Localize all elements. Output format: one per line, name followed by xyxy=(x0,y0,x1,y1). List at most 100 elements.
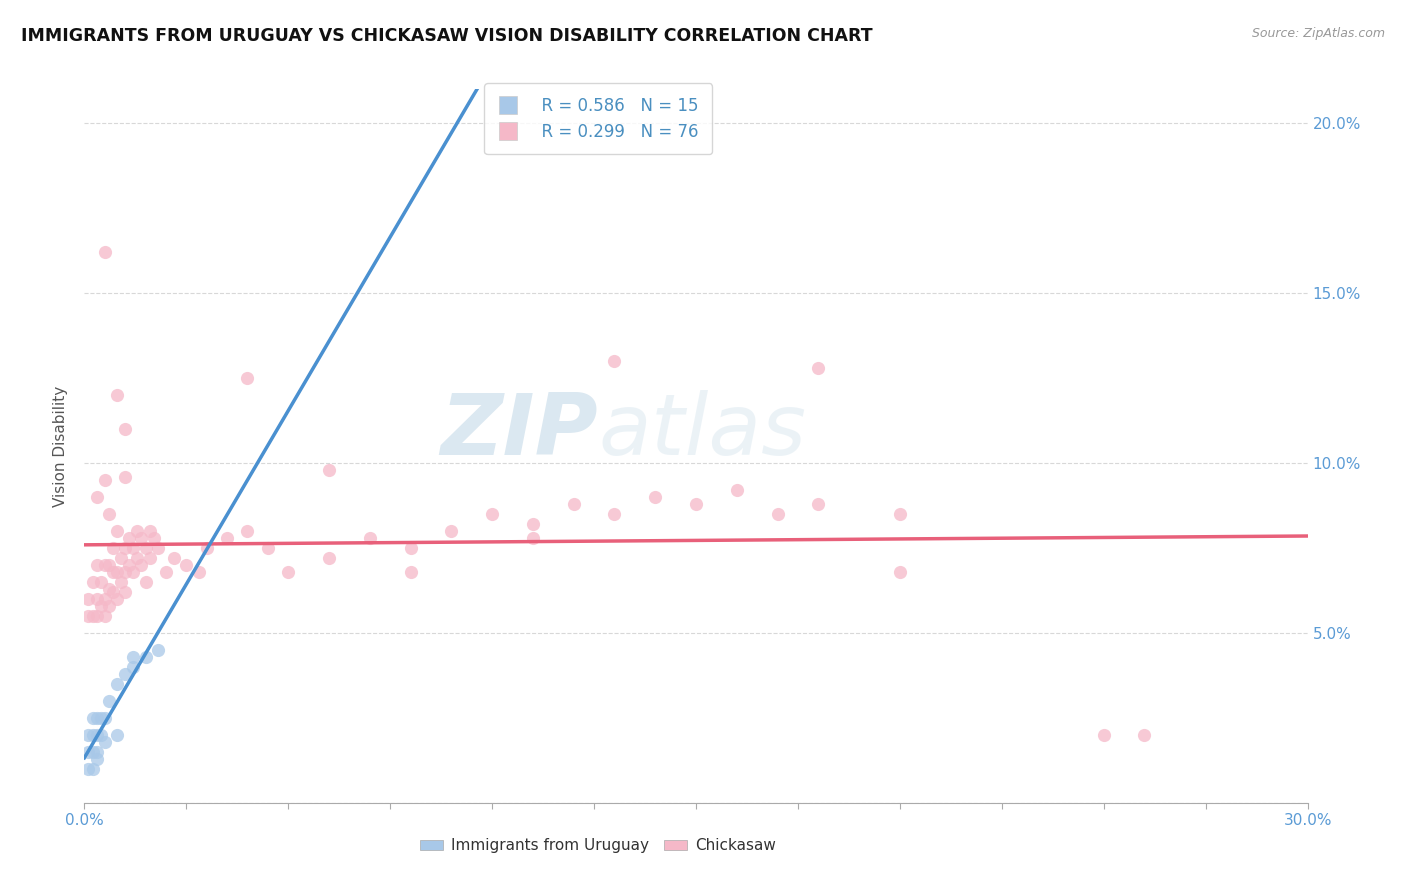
Point xyxy=(90,728,112,742)
Point xyxy=(86,608,108,623)
Point xyxy=(77,762,100,776)
Point xyxy=(114,666,136,681)
Point xyxy=(82,711,104,725)
Point xyxy=(86,728,108,742)
Point xyxy=(114,565,136,579)
Point xyxy=(644,490,666,504)
Point xyxy=(138,524,160,538)
Point xyxy=(105,524,128,538)
Point xyxy=(90,599,112,613)
Text: ZIP: ZIP xyxy=(440,390,598,474)
Point xyxy=(131,558,153,572)
Point xyxy=(889,507,911,521)
Point xyxy=(118,531,141,545)
Point xyxy=(603,507,626,521)
Point xyxy=(135,574,157,589)
Text: atlas: atlas xyxy=(598,390,806,474)
Point xyxy=(110,574,132,589)
Point xyxy=(82,574,104,589)
Point xyxy=(163,551,186,566)
Point xyxy=(122,649,145,664)
Point xyxy=(174,558,197,572)
Point xyxy=(257,541,280,555)
Point xyxy=(114,422,136,436)
Point xyxy=(86,751,108,765)
Point xyxy=(114,585,136,599)
Point xyxy=(122,541,145,555)
Point xyxy=(105,728,128,742)
Point xyxy=(135,541,157,555)
Point xyxy=(685,497,707,511)
Point xyxy=(889,565,911,579)
Point xyxy=(86,591,108,606)
Point xyxy=(318,551,340,566)
Point xyxy=(105,677,128,691)
Point xyxy=(82,728,104,742)
Point xyxy=(77,728,100,742)
Point xyxy=(82,608,104,623)
Point xyxy=(440,524,463,538)
Point xyxy=(93,591,115,606)
Point xyxy=(187,565,209,579)
Point xyxy=(146,643,169,657)
Point xyxy=(481,507,503,521)
Y-axis label: Vision Disability: Vision Disability xyxy=(53,385,69,507)
Legend: Immigrants from Uruguay, Chickasaw: Immigrants from Uruguay, Chickasaw xyxy=(415,832,782,859)
Point xyxy=(110,551,132,566)
Point xyxy=(97,694,120,708)
Point xyxy=(93,558,115,572)
Point xyxy=(359,531,381,545)
Point xyxy=(122,660,145,674)
Point xyxy=(146,541,169,555)
Point xyxy=(97,507,120,521)
Point xyxy=(138,551,160,566)
Point xyxy=(1133,728,1156,742)
Point xyxy=(725,483,748,498)
Point xyxy=(807,497,830,511)
Point xyxy=(127,524,149,538)
Text: Source: ZipAtlas.com: Source: ZipAtlas.com xyxy=(1251,27,1385,40)
Point xyxy=(86,558,108,572)
Point xyxy=(766,507,789,521)
Point xyxy=(562,497,585,511)
Point xyxy=(131,531,153,545)
Point xyxy=(522,531,544,545)
Point xyxy=(101,541,124,555)
Point xyxy=(122,565,145,579)
Point xyxy=(93,734,115,748)
Point xyxy=(277,565,299,579)
Point xyxy=(82,745,104,759)
Point xyxy=(399,565,422,579)
Point xyxy=(77,745,100,759)
Point xyxy=(114,469,136,483)
Point xyxy=(195,541,218,555)
Point xyxy=(86,490,108,504)
Point xyxy=(93,245,115,260)
Point xyxy=(127,551,149,566)
Point xyxy=(142,531,165,545)
Point xyxy=(82,762,104,776)
Point xyxy=(603,354,626,368)
Point xyxy=(93,473,115,487)
Point xyxy=(90,574,112,589)
Point xyxy=(97,599,120,613)
Point xyxy=(118,558,141,572)
Point xyxy=(105,565,128,579)
Point xyxy=(217,531,239,545)
Point xyxy=(86,711,108,725)
Point xyxy=(93,711,115,725)
Point xyxy=(77,608,100,623)
Point xyxy=(86,745,108,759)
Point xyxy=(236,524,259,538)
Point xyxy=(236,371,259,385)
Text: IMMIGRANTS FROM URUGUAY VS CHICKASAW VISION DISABILITY CORRELATION CHART: IMMIGRANTS FROM URUGUAY VS CHICKASAW VIS… xyxy=(21,27,873,45)
Point xyxy=(101,585,124,599)
Point xyxy=(105,591,128,606)
Point xyxy=(807,360,830,375)
Point xyxy=(399,541,422,555)
Point xyxy=(90,711,112,725)
Point xyxy=(1092,728,1115,742)
Point xyxy=(77,591,100,606)
Point xyxy=(97,558,120,572)
Point xyxy=(101,565,124,579)
